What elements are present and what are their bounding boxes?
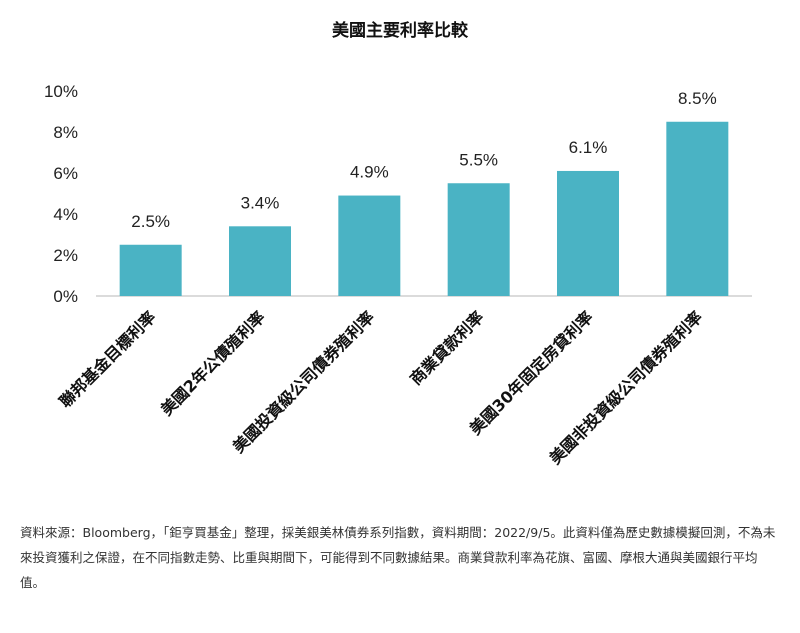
bar [447, 183, 510, 296]
source-footnote: 資料來源：Bloomberg，「鉅亨買基金」整理，採美銀美林債券系列指數，資料期… [20, 525, 776, 590]
bars [119, 121, 729, 296]
bar [666, 121, 729, 296]
y-tick-label: 0% [53, 287, 78, 306]
y-axis-ticks: 0% 2% 4% 6% 8% 10% [44, 82, 78, 306]
category-label: 美國2年公債殖利率 [157, 307, 269, 419]
category-label: 商業貸款利率 [406, 307, 487, 388]
bar [119, 244, 182, 296]
data-label: 8.5% [678, 89, 717, 108]
chart-title: 美國主要利率比較 [332, 20, 469, 41]
bar [338, 195, 401, 296]
bar-chart: 美國主要利率比較 0% 2% 4% 6% 8% 10% 2.5% 3.4% 4.9% 5.5% 6… [44, 20, 752, 468]
category-label: 聯邦基金目標利率 [56, 307, 160, 411]
y-tick-label: 4% [53, 205, 78, 224]
category-label: 美國30年固定房貸利率 [466, 307, 597, 438]
bar [557, 170, 619, 296]
y-tick-label: 8% [53, 123, 78, 142]
y-tick-label: 10% [44, 82, 78, 101]
y-tick-label: 6% [53, 164, 78, 183]
data-label: 3.4% [241, 193, 280, 212]
data-label: 6.1% [569, 138, 608, 157]
data-labels: 2.5% 3.4% 4.9% 5.5% 6.1% 8.5% [131, 89, 716, 231]
data-label: 2.5% [131, 212, 170, 231]
y-tick-label: 2% [53, 246, 78, 265]
data-label: 5.5% [459, 150, 498, 169]
bar [229, 226, 291, 296]
data-label: 4.9% [350, 163, 389, 182]
